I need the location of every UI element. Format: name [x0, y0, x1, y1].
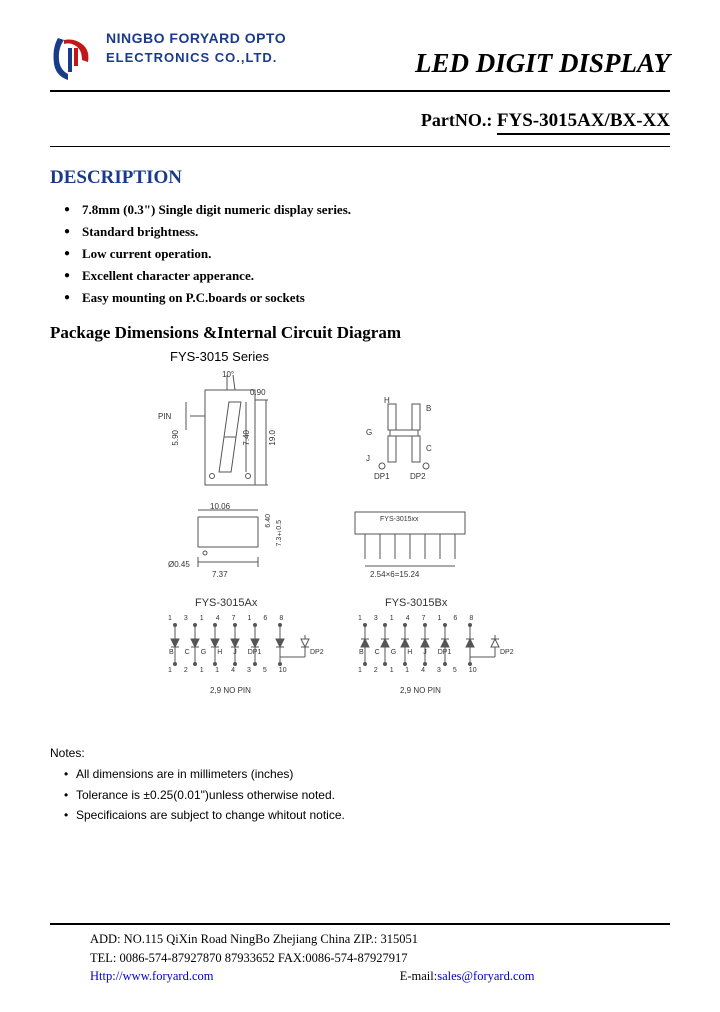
notes-list: All dimensions are in millimeters (inche…: [50, 764, 670, 825]
seg-dp1: DP1: [374, 472, 390, 481]
circuit-a-bot-pins: 121143510: [168, 667, 287, 674]
circuit-b-seg-labels: BCGHJDP1: [359, 649, 451, 656]
pin-label: PIN: [158, 412, 171, 421]
part-number-row: PartNO.: FYS-3015AX/BX-XX: [50, 110, 670, 132]
seg-g: G: [366, 428, 372, 437]
footer: ADD: NO.115 QiXin Road NingBo Zhejiang C…: [50, 923, 670, 986]
footer-phone: TEL: 0086-574-87927870 87933652 FAX:0086…: [90, 949, 670, 968]
dim-73: 7.3±0.5: [276, 520, 283, 546]
marking: FYS-3015xx: [380, 516, 419, 523]
company-name: NINGBO FORYARD OPTO ELECTRONICS CO.,LTD.: [106, 30, 286, 65]
circuit-a-note: 2,9 NO PIN: [210, 686, 251, 695]
circuit-a-extra: DP2: [310, 649, 324, 656]
dim-angle: 10°: [222, 370, 234, 379]
circuit-b-extra: DP2: [500, 649, 514, 656]
product-title: LED DIGIT DISPLAY: [415, 48, 670, 79]
dim-segw: 0.90: [250, 388, 266, 397]
dim-1006: 10.06: [210, 502, 230, 511]
description-list: 7.8mm (0.3") Single digit numeric displa…: [50, 199, 670, 309]
diagram-area: 10° 0.90 PIN 5.90 7.40 19.0 H B G C J DP…: [50, 372, 670, 742]
notes-heading: Notes:: [50, 746, 670, 760]
circuit-a-title: FYS-3015Ax: [195, 597, 257, 609]
footer-url-link[interactable]: Http://www.foryard.com: [90, 969, 213, 983]
circuit-b-bot-pins: 121143510: [358, 667, 477, 674]
desc-item: Easy mounting on P.C.boards or sockets: [64, 287, 670, 309]
company-logo: [50, 34, 94, 82]
desc-item: Excellent character apperance.: [64, 265, 670, 287]
footer-address: ADD: NO.115 QiXin Road NingBo Zhejiang C…: [90, 930, 670, 949]
dim-737: 7.37: [212, 570, 228, 579]
partno-label: PartNO.:: [421, 110, 497, 130]
desc-item: 7.8mm (0.3") Single digit numeric displa…: [64, 199, 670, 221]
dim-740: 7.40: [242, 430, 251, 446]
side-view-diagram: [340, 504, 480, 574]
desc-item: Low current operation.: [64, 243, 670, 265]
footer-email: E-mail:sales@foryard.com: [400, 969, 535, 983]
company-line1: NINGBO FORYARD OPTO: [106, 30, 286, 46]
dim-640: 6.40: [265, 514, 272, 528]
dim-190: 19.0: [268, 430, 277, 446]
note-item: Specificaions are subject to change whit…: [64, 805, 670, 825]
header: NINGBO FORYARD OPTO ELECTRONICS CO.,LTD.…: [50, 30, 670, 82]
footer-text: ADD: NO.115 QiXin Road NingBo Zhejiang C…: [50, 930, 670, 986]
description-heading: DESCRIPTION: [50, 167, 670, 189]
partno-value: FYS-3015AX/BX-XX: [497, 110, 670, 135]
dim-590: 5.90: [171, 430, 180, 446]
circuit-b-title: FYS-3015Bx: [385, 597, 447, 609]
circuit-a-seg-labels: BCGHJDP1: [169, 649, 261, 656]
seg-h: H: [384, 396, 390, 405]
circuit-b-top-pins: 13147168: [358, 615, 473, 622]
desc-item: Standard brightness.: [64, 221, 670, 243]
dim-045: Ø0.45: [168, 560, 190, 569]
footer-rule: [50, 923, 670, 925]
seg-c: C: [426, 444, 432, 453]
seg-b: B: [426, 404, 431, 413]
circuit-b-note: 2,9 NO PIN: [400, 686, 441, 695]
circuit-a-top-pins: 13147168: [168, 615, 283, 622]
note-item: Tolerance is ±0.25(0.01")unless otherwis…: [64, 785, 670, 805]
seg-dp2: DP2: [410, 472, 426, 481]
footer-email-link[interactable]: sales@foryard.com: [437, 969, 534, 983]
partno-rule: [50, 146, 670, 147]
note-item: All dimensions are in millimeters (inche…: [64, 764, 670, 784]
header-rule: [50, 90, 670, 92]
series-label: FYS-3015 Series: [170, 349, 670, 364]
seg-j: J: [366, 454, 370, 463]
company-line2: ELECTRONICS CO.,LTD.: [106, 50, 286, 65]
dim-pitch: 2.54×6=15.24: [370, 570, 419, 579]
package-heading: Package Dimensions &Internal Circuit Dia…: [50, 323, 670, 343]
